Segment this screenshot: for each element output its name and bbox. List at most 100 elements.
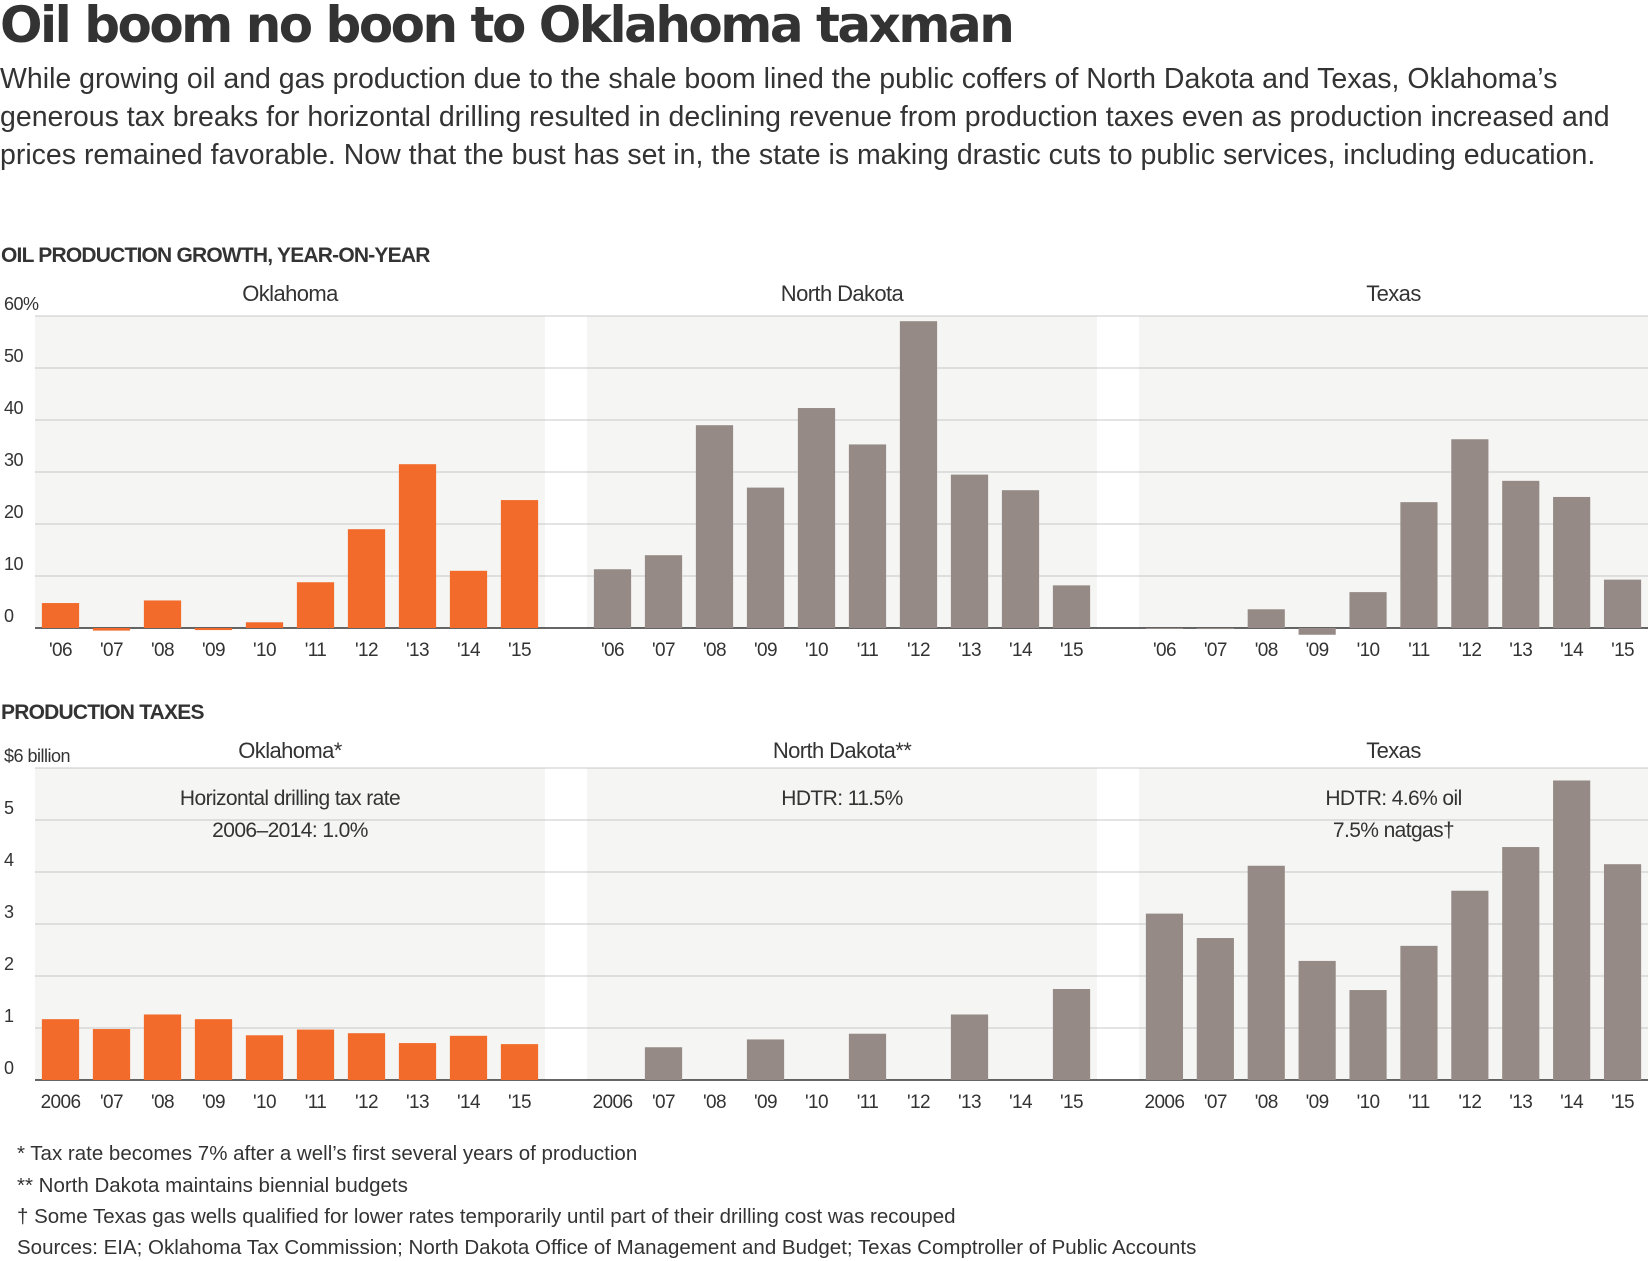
x-tick-label-north-dakota-production-taxes: 2006: [593, 1092, 633, 1113]
x-tick-label-oklahoma-oil-growth: '14: [457, 640, 481, 661]
x-tick-label-north-dakota-oil-growth: '06: [601, 640, 624, 661]
bar-oklahoma-production-taxes: [398, 1043, 437, 1080]
bar-texas-production-taxes: [1349, 990, 1387, 1080]
x-tick-label-oklahoma-oil-growth: '08: [151, 640, 174, 661]
bar-texas-oil-growth: [1298, 628, 1336, 635]
bar-north-dakota-production-taxes: [644, 1047, 683, 1080]
x-tick-label-north-dakota-production-taxes: '14: [1009, 1092, 1033, 1113]
bar-oklahoma-oil-growth: [500, 500, 539, 628]
x-tick-label-texas-production-taxes: '12: [1458, 1092, 1481, 1113]
x-tick-label-north-dakota-production-taxes: '11: [857, 1092, 879, 1113]
x-tick-label-oklahoma-oil-growth: '10: [253, 640, 276, 661]
bar-oklahoma-oil-growth: [143, 600, 182, 628]
bar-north-dakota-oil-growth: [746, 487, 785, 628]
bar-texas-oil-growth: [1145, 628, 1184, 629]
bar-texas-production-taxes: [1400, 945, 1438, 1080]
bar-texas-oil-growth: [1603, 579, 1642, 628]
panel-label-texas: Texas: [1366, 738, 1421, 763]
bar-texas-production-taxes: [1553, 780, 1591, 1080]
x-tick-label-oklahoma-oil-growth: '06: [49, 640, 72, 661]
y-tick-label-production-taxes: 5: [4, 798, 14, 818]
sources-note: Sources: EIA; Oklahoma Tax Commission; N…: [17, 1236, 1197, 1259]
x-tick-label-texas-oil-growth: '09: [1306, 640, 1329, 661]
bar-north-dakota-oil-growth: [1052, 585, 1091, 628]
x-tick-label-oklahoma-production-taxes: '10: [253, 1092, 276, 1113]
x-tick-label-north-dakota-production-taxes: '15: [1060, 1092, 1083, 1113]
section-label-production-taxes: PRODUCTION TAXES: [1, 701, 204, 724]
x-tick-label-texas-oil-growth: '14: [1560, 640, 1584, 661]
bar-oklahoma-oil-growth: [245, 622, 284, 628]
bar-oklahoma-production-taxes: [500, 1044, 539, 1080]
footnote-oklahoma: * Tax rate becomes 7% after a well’s fir…: [17, 1142, 638, 1165]
bar-texas-production-taxes: [1145, 913, 1184, 1080]
bar-north-dakota-production-taxes: [848, 1033, 887, 1080]
x-tick-label-north-dakota-production-taxes: '10: [805, 1092, 828, 1113]
x-tick-label-oklahoma-oil-growth: '15: [508, 640, 531, 661]
chart-title: Oil boom no boon to Oklahoma taxman: [0, 0, 1015, 54]
bar-north-dakota-oil-growth: [644, 555, 683, 628]
bar-north-dakota-oil-growth: [848, 444, 887, 628]
bar-north-dakota-production-taxes: [746, 1039, 785, 1080]
bar-texas-oil-growth: [1502, 480, 1540, 628]
chart-subtitle: While growing oil and gas production due…: [0, 63, 1610, 171]
bar-oklahoma-oil-growth: [92, 628, 131, 631]
y-tick-label-oil-growth: 50: [4, 346, 24, 366]
bar-texas-production-taxes: [1502, 847, 1540, 1080]
bar-oklahoma-production-taxes: [449, 1035, 488, 1080]
y-tick-label-production-taxes: 4: [4, 850, 14, 870]
x-tick-label-north-dakota-oil-growth: '08: [703, 640, 726, 661]
x-tick-label-texas-production-taxes: '13: [1509, 1092, 1532, 1113]
bar-oklahoma-production-taxes: [347, 1033, 386, 1080]
panel-note-oklahoma: Horizontal drilling tax rate: [180, 787, 400, 810]
x-tick-label-north-dakota-oil-growth: '13: [958, 640, 981, 661]
bar-oklahoma-oil-growth: [398, 464, 437, 628]
panel-note-texas: HDTR: 4.6% oil: [1325, 787, 1461, 810]
bar-north-dakota-oil-growth: [695, 425, 734, 628]
bar-north-dakota-oil-growth: [1001, 490, 1040, 628]
x-tick-label-texas-oil-growth: '11: [1408, 640, 1430, 661]
section-label-oil-growth: OIL PRODUCTION GROWTH, YEAR-ON-YEAR: [1, 244, 430, 267]
x-tick-label-texas-oil-growth: '08: [1255, 640, 1278, 661]
x-tick-label-oklahoma-oil-growth: '07: [100, 640, 123, 661]
x-tick-label-oklahoma-oil-growth: '13: [406, 640, 429, 661]
x-tick-label-oklahoma-production-taxes: '15: [508, 1092, 531, 1113]
panel-label-north-dakota: North Dakota: [781, 281, 905, 306]
x-tick-label-texas-oil-growth: '10: [1357, 640, 1380, 661]
y-tick-label-production-taxes: $6 billion: [4, 746, 70, 766]
bar-oklahoma-production-taxes: [194, 1019, 233, 1080]
x-tick-label-north-dakota-production-taxes: '09: [754, 1092, 777, 1113]
x-tick-label-texas-production-taxes: 2006: [1145, 1092, 1185, 1113]
x-tick-label-texas-production-taxes: '11: [1408, 1092, 1430, 1113]
y-tick-label-oil-growth: 40: [4, 398, 24, 418]
x-tick-label-oklahoma-production-taxes: '11: [305, 1092, 327, 1113]
x-tick-label-north-dakota-oil-growth: '11: [857, 640, 879, 661]
bar-texas-production-taxes: [1247, 865, 1285, 1080]
bar-north-dakota-oil-growth: [899, 321, 938, 628]
panel-note-texas: 7.5% natgas†: [1333, 819, 1454, 842]
panel-label-north-dakota: North Dakota**: [773, 738, 912, 763]
x-tick-label-north-dakota-production-taxes: '07: [652, 1092, 675, 1113]
x-tick-label-oklahoma-oil-growth: '11: [305, 640, 327, 661]
y-tick-label-oil-growth: 20: [4, 502, 24, 522]
x-tick-label-oklahoma-production-taxes: '08: [151, 1092, 174, 1113]
bar-texas-production-taxes: [1451, 890, 1489, 1080]
y-tick-label-production-taxes: 1: [4, 1006, 14, 1026]
x-tick-label-texas-production-taxes: '08: [1255, 1092, 1278, 1113]
bar-texas-oil-growth: [1451, 439, 1489, 628]
panel-note-north-dakota: HDTR: 11.5%: [781, 787, 902, 810]
y-tick-label-oil-growth: 60%: [4, 294, 39, 314]
bar-oklahoma-oil-growth: [347, 529, 386, 628]
bar-oklahoma-oil-growth: [41, 603, 80, 628]
x-tick-label-oklahoma-production-taxes: 2006: [41, 1092, 81, 1113]
bar-texas-oil-growth: [1196, 628, 1234, 630]
x-tick-label-north-dakota-production-taxes: '13: [958, 1092, 981, 1113]
bar-north-dakota-oil-growth: [593, 569, 632, 628]
bar-texas-production-taxes: [1196, 938, 1234, 1080]
y-tick-label-production-taxes: 2: [4, 954, 14, 974]
x-tick-label-texas-production-taxes: '07: [1204, 1092, 1227, 1113]
y-tick-label-oil-growth: 30: [4, 450, 24, 470]
x-tick-label-north-dakota-oil-growth: '14: [1009, 640, 1033, 661]
panel-label-oklahoma: Oklahoma: [242, 281, 339, 306]
y-tick-label-oil-growth: 0: [4, 606, 14, 626]
bar-oklahoma-production-taxes: [41, 1019, 80, 1080]
